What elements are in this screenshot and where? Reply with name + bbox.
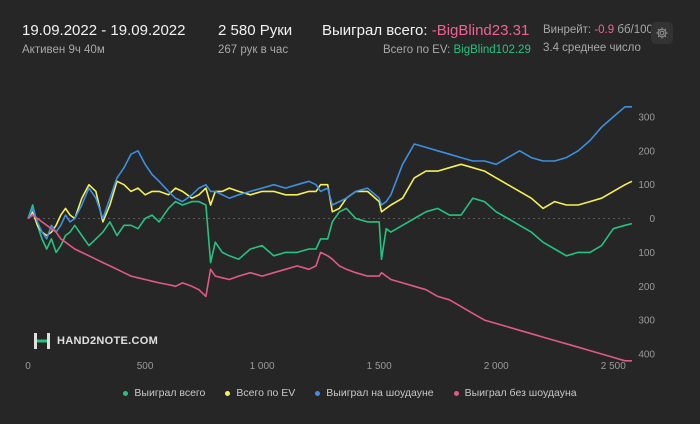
hands-count: 2 580 Руки (218, 22, 293, 39)
ev-total: Всего по EV: BigBlind102.29 (383, 44, 531, 56)
active-time: Активен 9ч 40м (22, 44, 105, 56)
avg-number: 3.4 среднее число (543, 42, 641, 54)
legend: Выиграл всего Всего по EV Выиграл на шоу… (0, 387, 700, 399)
settings-button[interactable] (651, 22, 673, 44)
x-tick-label: 1 000 (250, 361, 275, 372)
winrate-label: Винрейт: (543, 24, 592, 36)
y-tick-label: 200 (638, 282, 655, 293)
won-total: Выиграл всего: -BigBlind23.31 (322, 22, 529, 39)
y-axis-ticks: 300 200 100 0 100 200 300 400 (638, 112, 655, 360)
winrate-unit: бб/100 (617, 24, 653, 36)
legend-label-showdown: Выиграл на шоудауне (326, 387, 434, 399)
y-tick-label: 0 (649, 214, 655, 225)
legend-dot-showdown (315, 390, 321, 396)
legend-dot-ev (225, 390, 231, 396)
legend-item-won[interactable]: Выиграл всего (123, 387, 205, 399)
winrate-value: -0.9 (594, 24, 615, 36)
ev-total-value: BigBlind102.29 (453, 44, 531, 56)
x-tick-label: 2 000 (484, 361, 509, 372)
x-axis-ticks: 0 500 1 000 1 500 2 000 2 500 (25, 361, 626, 372)
legend-label-no-showdown: Выиграл без шоудауна (464, 387, 577, 399)
logo-text: HAND2NOTE.COM (57, 335, 159, 347)
legend-item-no-showdown[interactable]: Выиграл без шоудауна (453, 387, 577, 399)
legend-dot-no-showdown (453, 390, 459, 396)
winrate: Винрейт: -0.9 бб/100 (543, 24, 653, 36)
series-lines (27, 106, 633, 362)
x-tick-label: 2 500 (601, 361, 626, 372)
hands-per-hour: 267 рук в час (218, 44, 289, 56)
gear-icon (656, 27, 668, 39)
x-tick-label: 0 (25, 361, 31, 372)
y-tick-label: 200 (638, 146, 655, 157)
y-tick-label: 300 (638, 112, 655, 123)
legend-item-showdown[interactable]: Выиграл на шоудауне (315, 387, 434, 399)
logo: HAND2NOTE.COM (33, 332, 158, 350)
ev-total-label: Всего по EV: (383, 44, 451, 56)
legend-label-ev: Всего по EV (236, 387, 296, 399)
y-tick-label: 300 (638, 316, 655, 327)
series-line-won (27, 197, 633, 264)
y-tick-label: 100 (638, 248, 655, 259)
series-line-ev (27, 163, 633, 237)
legend-item-ev[interactable]: Всего по EV (225, 387, 295, 399)
series-line-showdown (27, 106, 632, 240)
y-tick-label: 400 (638, 350, 655, 361)
hand2note-logo-icon (34, 333, 50, 349)
date-range: 19.09.2022 - 19.09.2022 (22, 22, 186, 39)
series-line-no-showdown (27, 214, 632, 362)
y-tick-label: 100 (638, 180, 655, 191)
legend-dot-won (123, 390, 129, 396)
won-total-value: -BigBlind23.31 (431, 22, 530, 39)
won-total-label: Выиграл всего: (322, 22, 428, 39)
legend-label-won: Выиграл всего (134, 387, 206, 399)
x-tick-label: 500 (137, 361, 154, 372)
x-tick-label: 1 500 (367, 361, 392, 372)
